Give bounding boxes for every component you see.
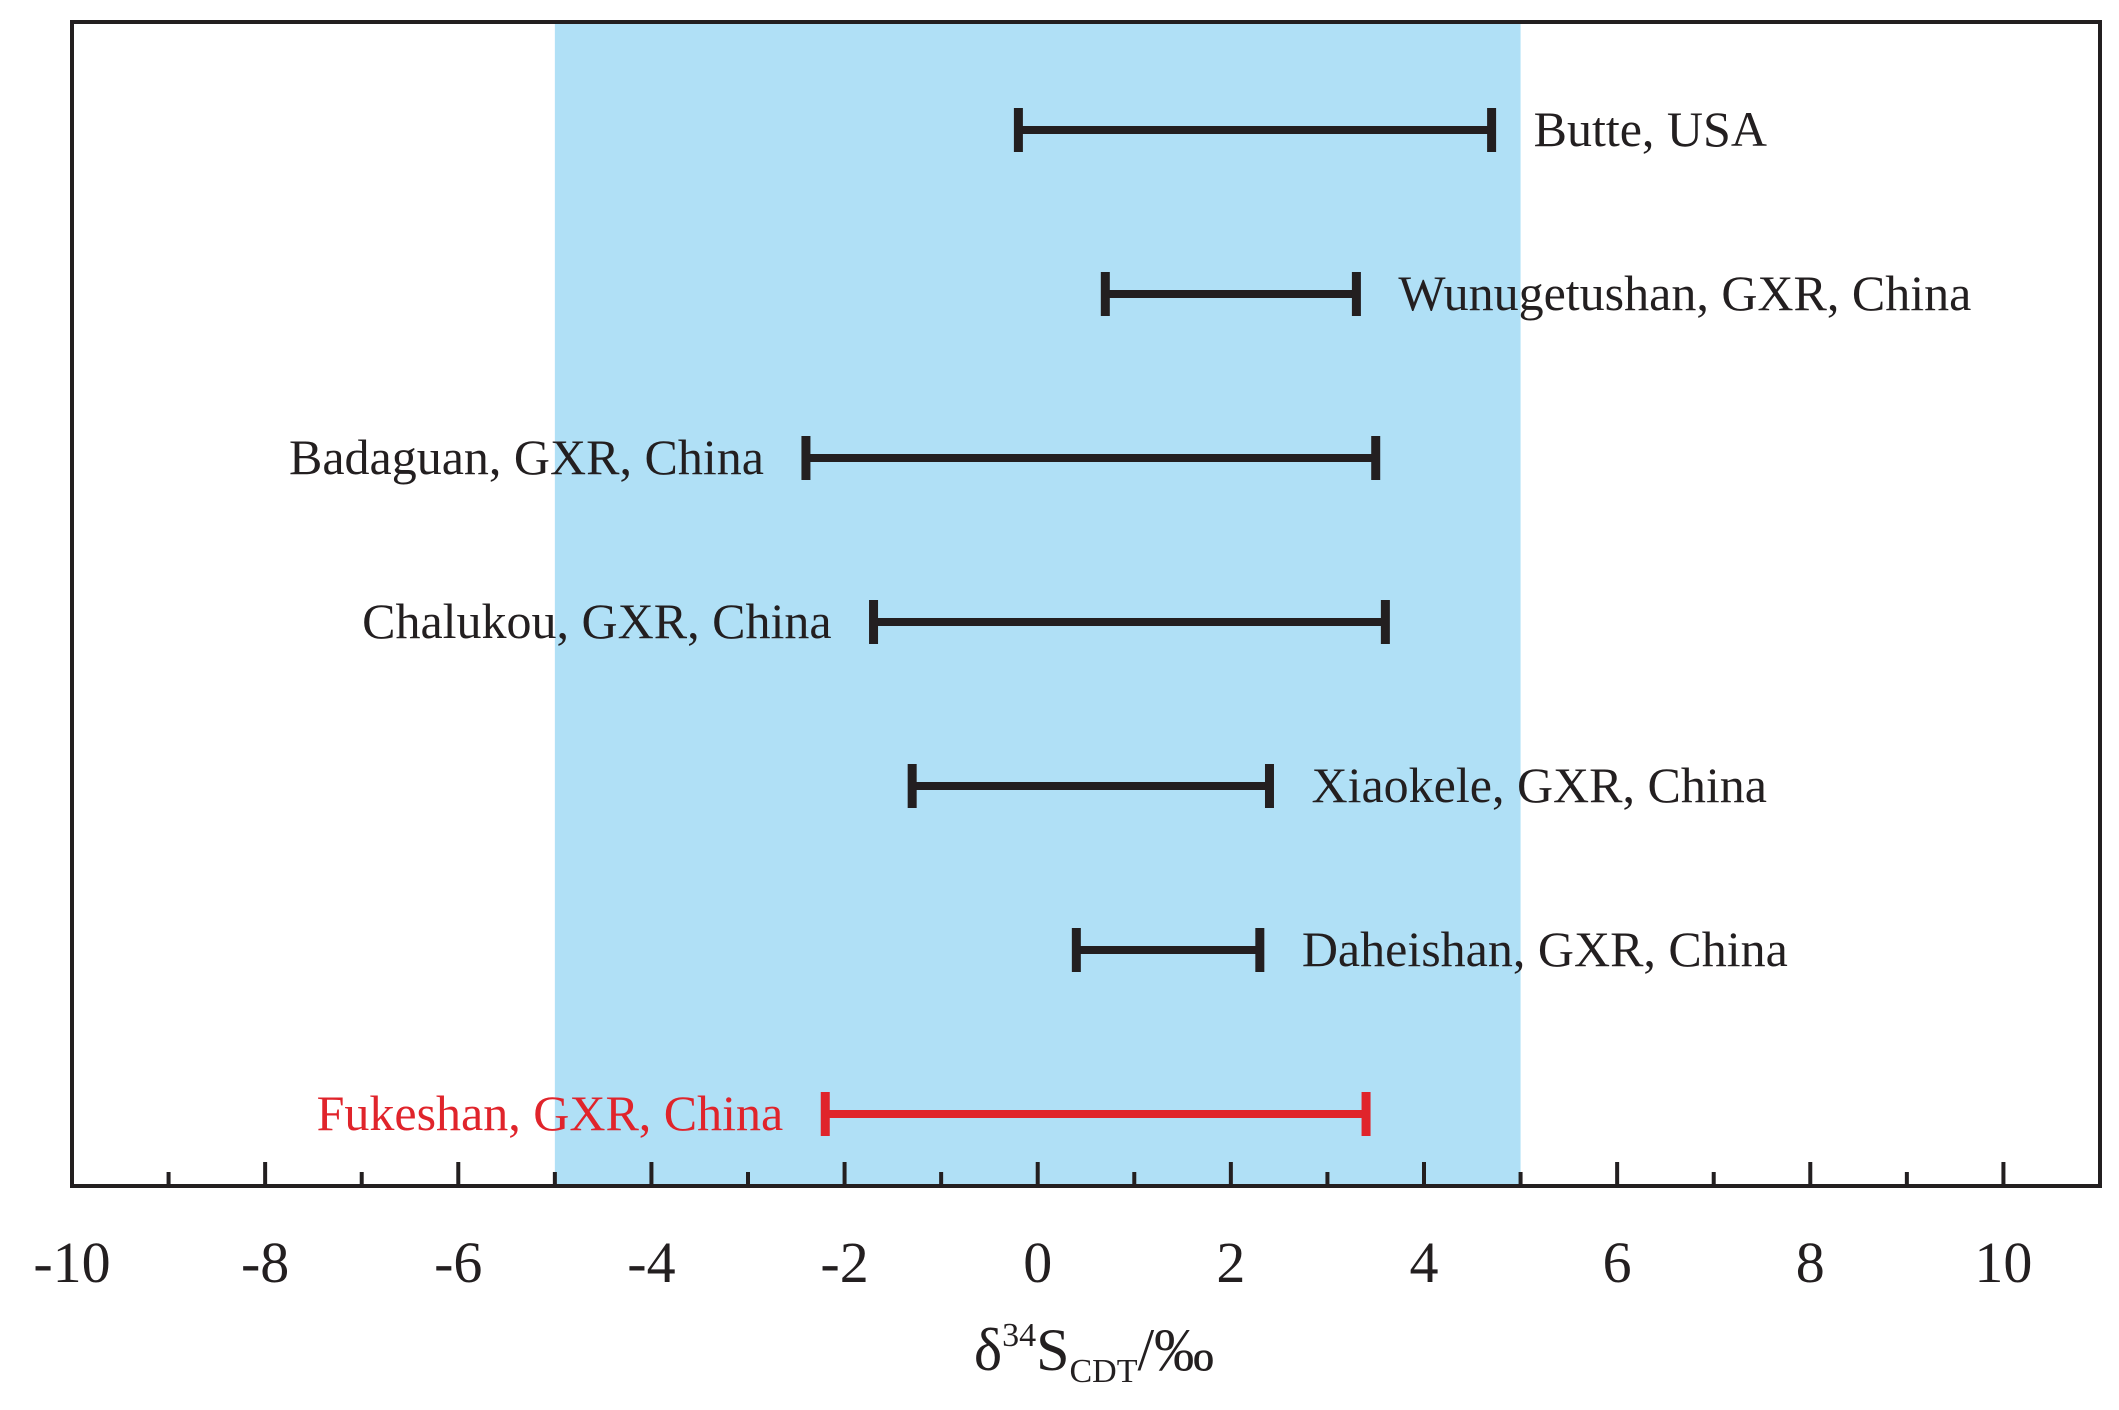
range-4: Chalukou, GXR, China xyxy=(362,593,1390,649)
range-label: Badaguan, GXR, China xyxy=(289,429,764,485)
x-axis-title-subscript: CDT xyxy=(1069,1353,1137,1390)
plot-frame xyxy=(70,20,2102,1188)
highlight-band xyxy=(554,22,1521,1186)
x-tick-label: 4 xyxy=(1410,1230,1439,1295)
x-tick-label: -10 xyxy=(33,1230,110,1295)
x-tick-label: 10 xyxy=(1974,1230,2032,1295)
range-label: Wunugetushan, GXR, China xyxy=(1398,265,1971,321)
range-7: Fukeshan, GXR, China xyxy=(317,1085,1371,1141)
x-axis-title: δ34SCDT/‰ xyxy=(974,1317,1214,1390)
range-bars: Butte, USA Wunugetushan, GXR, China Badagu… xyxy=(289,101,1971,1141)
range-1: Butte, USA xyxy=(1013,101,1767,157)
range-5: Xiaokele, GXR, China xyxy=(907,757,1767,813)
x-tick-label: -4 xyxy=(627,1230,675,1295)
x-tick-label: 0 xyxy=(1023,1230,1052,1295)
x-axis-title-superscript: 34 xyxy=(1002,1317,1036,1354)
x-axis-ticks xyxy=(70,1162,2102,1186)
range-label: Fukeshan, GXR, China xyxy=(317,1085,784,1141)
x-axis-tick-labels: -10 -8 -6 -4 -2 0 2 4 6 8 10 xyxy=(33,1230,2032,1295)
x-tick-label: 8 xyxy=(1796,1230,1825,1295)
range-6: Daheishan, GXR, China xyxy=(1071,921,1788,977)
x-axis-title-prefix: δ xyxy=(974,1317,1002,1383)
range-label: Daheishan, GXR, China xyxy=(1302,921,1788,977)
range-label: Chalukou, GXR, China xyxy=(362,593,831,649)
range-label: Xiaokele, GXR, China xyxy=(1311,757,1766,813)
x-tick-label: -6 xyxy=(434,1230,482,1295)
x-tick-label: 2 xyxy=(1216,1230,1245,1295)
x-axis-title-suffix: /‰ xyxy=(1137,1317,1214,1383)
range-3: Badaguan, GXR, China xyxy=(289,429,1381,485)
range-label: Butte, USA xyxy=(1534,101,1767,157)
x-axis-title-base: S xyxy=(1036,1317,1069,1383)
range-2: Wunugetushan, GXR, China xyxy=(1100,265,1971,321)
x-tick-label: 6 xyxy=(1603,1230,1632,1295)
x-tick-label: -8 xyxy=(241,1230,289,1295)
x-tick-label: -2 xyxy=(820,1230,868,1295)
